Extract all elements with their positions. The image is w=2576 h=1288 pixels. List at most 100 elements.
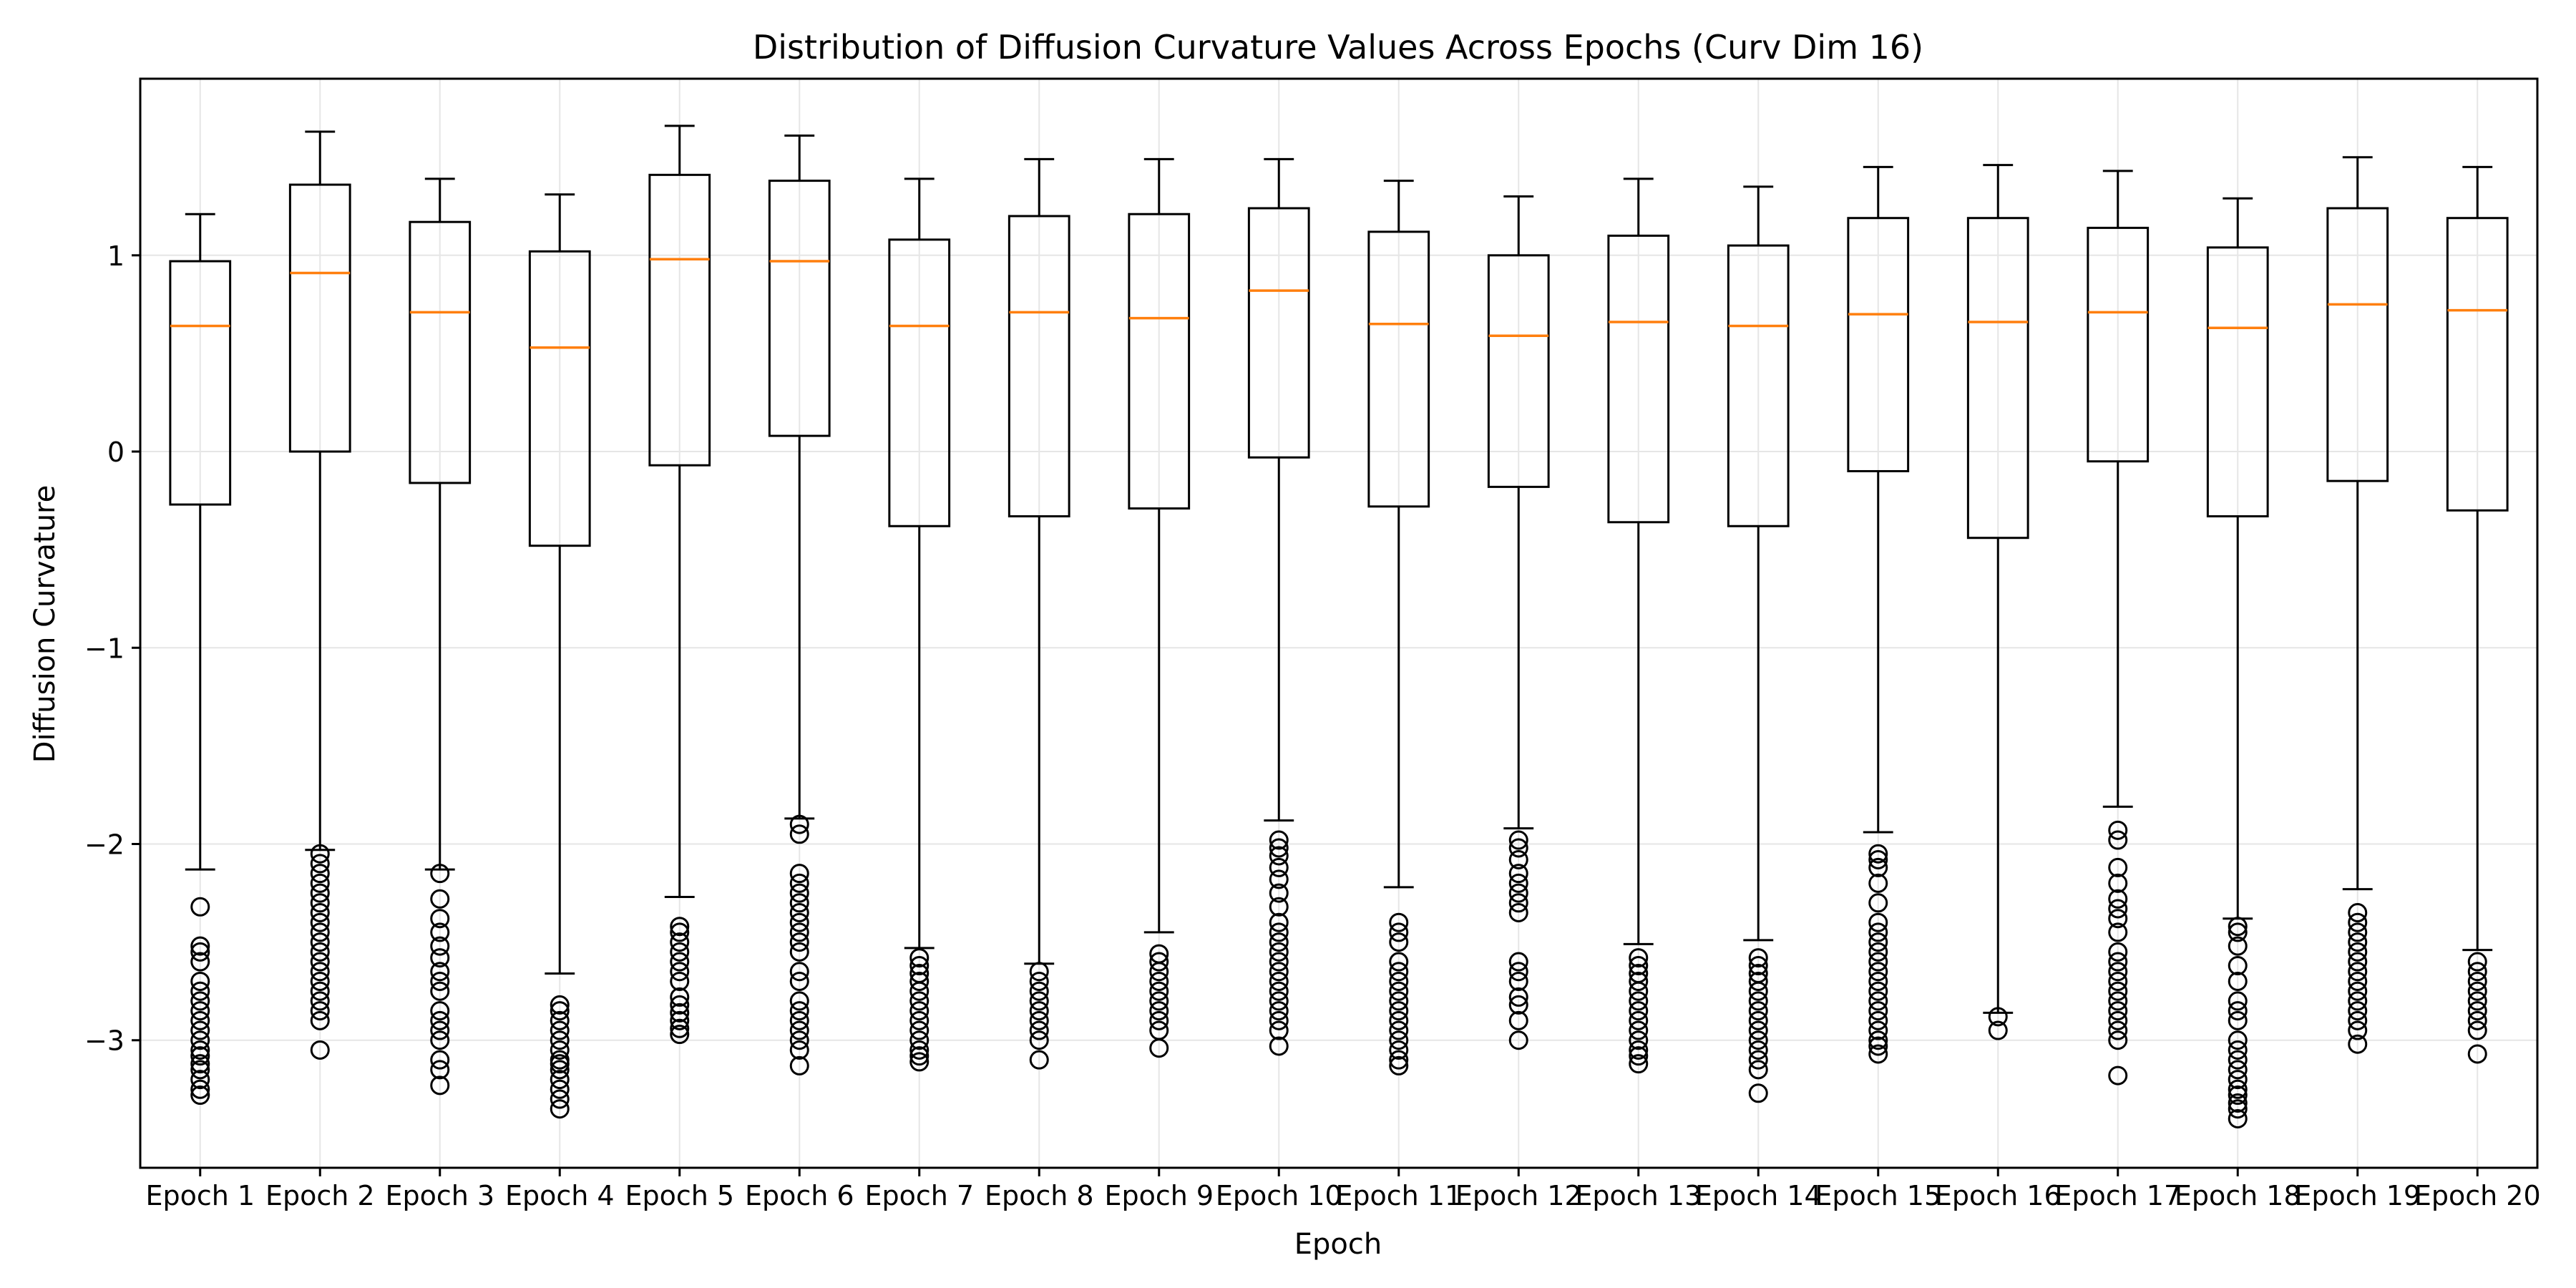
outlier-point xyxy=(1269,1001,1289,1021)
outlier-point xyxy=(1389,932,1409,952)
outlier-point xyxy=(430,1020,450,1040)
outlier-point xyxy=(1389,922,1409,942)
outlier-point xyxy=(310,902,330,922)
outlier-point xyxy=(789,962,809,982)
outlier-point xyxy=(1508,902,1528,922)
outlier-point xyxy=(2348,932,2368,952)
outlier-point xyxy=(430,889,450,909)
outlier-point xyxy=(430,922,450,942)
outlier-point xyxy=(190,1060,210,1080)
outlier-point xyxy=(2228,991,2248,1011)
outlier-point xyxy=(1868,857,1888,877)
outlier-point xyxy=(190,1010,210,1030)
outlier-point xyxy=(1868,922,1888,942)
outlier-point xyxy=(1868,991,1888,1011)
outlier-point xyxy=(1029,971,1049,991)
outlier-point xyxy=(310,844,330,864)
outlier-point xyxy=(2108,1020,2128,1040)
x-tick-label: Epoch 7 xyxy=(864,1180,974,1211)
outlier-point xyxy=(1508,893,1528,913)
outlier-point xyxy=(550,1089,570,1109)
outlier-point xyxy=(430,936,450,956)
chart-title: Distribution of Diffusion Curvature Valu… xyxy=(753,28,1923,67)
outlier-point xyxy=(1748,1040,1768,1060)
outlier-point xyxy=(2467,952,2487,972)
outlier-point xyxy=(550,1079,570,1099)
outlier-point xyxy=(670,942,690,962)
outlier-point xyxy=(2228,1079,2248,1099)
outlier-point xyxy=(670,1002,690,1023)
outlier-point xyxy=(1508,883,1528,903)
outlier-point xyxy=(550,1010,570,1030)
outlier-point xyxy=(430,1050,450,1070)
outlier-point xyxy=(550,1020,570,1040)
outlier-point xyxy=(1748,981,1768,1001)
outlier-point xyxy=(789,1010,809,1030)
outlier-point xyxy=(2467,971,2487,991)
outlier-point xyxy=(2228,1010,2248,1030)
outlier-point xyxy=(909,1040,930,1060)
box-plot-epoch-11 xyxy=(1367,180,1430,1075)
box-plot-epoch-14 xyxy=(1727,185,1790,1103)
outlier-point xyxy=(550,1040,570,1060)
outlier-point xyxy=(1629,971,1649,991)
outlier-point xyxy=(190,1030,210,1050)
outlier-point xyxy=(2108,971,2128,991)
outlier-point xyxy=(1508,864,1528,884)
outlier-point xyxy=(310,991,330,1011)
box-plot-epoch-6 xyxy=(768,135,831,1075)
outlier-point xyxy=(1508,987,1528,1007)
outlier-point xyxy=(909,981,930,1001)
outlier-point xyxy=(1269,932,1289,952)
outlier-point xyxy=(1629,1001,1649,1021)
outlier-point xyxy=(1748,1083,1768,1103)
iqr-box xyxy=(888,238,951,527)
outlier-point xyxy=(2348,991,2368,1011)
outlier-point xyxy=(310,854,330,874)
outlier-point xyxy=(909,1001,930,1021)
box-plot-epoch-3 xyxy=(409,177,472,1096)
outlier-point xyxy=(2348,981,2368,1001)
outlier-point xyxy=(1748,1060,1768,1080)
outlier-point xyxy=(1029,991,1049,1011)
outlier-point xyxy=(670,995,690,1015)
outlier-point xyxy=(1389,1001,1409,1021)
outlier-point xyxy=(430,971,450,991)
outlier-point xyxy=(1389,1030,1409,1050)
outlier-point xyxy=(1149,971,1169,991)
box-plot-epoch-9 xyxy=(1128,157,1191,1058)
outlier-point xyxy=(1389,912,1409,932)
outlier-point xyxy=(310,912,330,932)
box-plot-epoch-16 xyxy=(1966,164,2029,1040)
outlier-point xyxy=(190,1079,210,1099)
outlier-point xyxy=(1269,830,1289,850)
outlier-point xyxy=(1868,971,1888,991)
outlier-point xyxy=(550,1060,570,1080)
outlier-point xyxy=(2348,1020,2368,1040)
outlier-point xyxy=(670,987,690,1007)
box-layer xyxy=(169,125,2509,1128)
box-plot-epoch-8 xyxy=(1008,157,1070,1070)
x-tick-label: Epoch 5 xyxy=(625,1180,734,1211)
outlier-point xyxy=(2348,922,2368,942)
outlier-point xyxy=(1988,1007,2008,1027)
x-tick-label: Epoch 3 xyxy=(385,1180,494,1211)
outlier-point xyxy=(1389,971,1409,991)
outlier-point xyxy=(1269,857,1289,877)
outlier-point xyxy=(2467,962,2487,982)
outlier-point xyxy=(1629,981,1649,1001)
outlier-point xyxy=(1149,952,1169,972)
outlier-point xyxy=(1269,1036,1289,1056)
outlier-point xyxy=(2108,857,2128,877)
outlier-point xyxy=(670,1025,690,1045)
outlier-point xyxy=(2108,889,2128,909)
outlier-point xyxy=(2108,981,2128,1001)
outlier-point xyxy=(1269,897,1289,917)
outlier-point xyxy=(1029,1050,1049,1070)
iqr-box xyxy=(2446,217,2509,512)
outlier-point xyxy=(310,1010,330,1030)
outlier-point xyxy=(1389,981,1409,1001)
outlier-point xyxy=(789,883,809,903)
outlier-point xyxy=(2228,1060,2248,1080)
